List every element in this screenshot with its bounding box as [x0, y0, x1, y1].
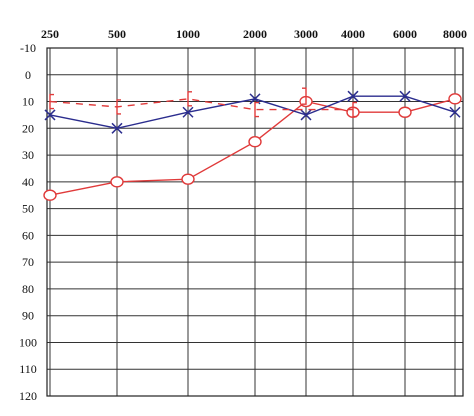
x-tick-label: 4000	[341, 27, 365, 41]
series-line	[49, 98, 353, 111]
y-tick-label: 20	[22, 121, 34, 135]
data-point-circle	[448, 93, 462, 105]
y-tick-label: 80	[22, 282, 34, 296]
series-4	[302, 87, 307, 105]
data-point-circle	[181, 173, 195, 185]
series-line	[49, 98, 456, 196]
y-tick-label: 10	[22, 95, 34, 109]
data-point-bracket-left	[187, 91, 192, 107]
y-tick-label: 0	[25, 68, 31, 82]
y-tick-label: 50	[22, 202, 34, 216]
series-line	[49, 95, 456, 130]
data-point-cross	[449, 106, 461, 118]
y-tick-label: 60	[22, 228, 34, 242]
y-tick-label: 70	[22, 255, 34, 269]
x-tick-label: 250	[41, 27, 59, 41]
y-tick-labels: -10 0 10 20 30 40 50 60 70 80 90 100 110 120	[19, 41, 37, 403]
data-point-cross	[111, 122, 123, 134]
series-1	[43, 93, 462, 201]
data-point-bracket-left	[116, 99, 121, 115]
data-point-bracket-left	[352, 101, 357, 118]
x-tick-label: 6000	[393, 27, 417, 41]
y-tick-label: -10	[20, 41, 36, 55]
x-tick-label: 2000	[243, 27, 267, 41]
data-point-bracket-left	[49, 93, 54, 110]
data-point-cross	[399, 90, 411, 102]
data-point-bracket-right	[302, 87, 307, 105]
chart-series	[43, 87, 462, 201]
plot-frame	[46, 47, 464, 397]
x-tick-label: 3000	[294, 27, 318, 41]
x-tick-label: 1000	[176, 27, 200, 41]
data-point-circle	[43, 189, 57, 201]
x-tick-labels: 250 500 1000 2000 3000 4000 6000 8000	[41, 27, 467, 41]
data-point-circle	[248, 135, 262, 148]
data-point-cross	[182, 106, 194, 118]
data-point-circle	[110, 176, 124, 188]
data-point-cross	[44, 109, 56, 121]
data-point-cross	[300, 109, 312, 121]
y-tick-label: 40	[22, 175, 34, 189]
x-tick-label: 8000	[443, 27, 467, 41]
series-3	[49, 91, 357, 118]
data-point-cross	[347, 90, 359, 102]
data-point-bracket-left	[254, 101, 259, 118]
y-tick-label: 100	[19, 335, 37, 349]
y-tick-label: 30	[22, 148, 34, 162]
x-tick-label: 500	[108, 27, 126, 41]
y-tick-label: 110	[19, 362, 37, 376]
series-2	[44, 90, 461, 134]
y-tick-label: 90	[22, 309, 34, 323]
data-point-circle	[398, 106, 412, 118]
y-tick-label: 120	[19, 389, 37, 403]
